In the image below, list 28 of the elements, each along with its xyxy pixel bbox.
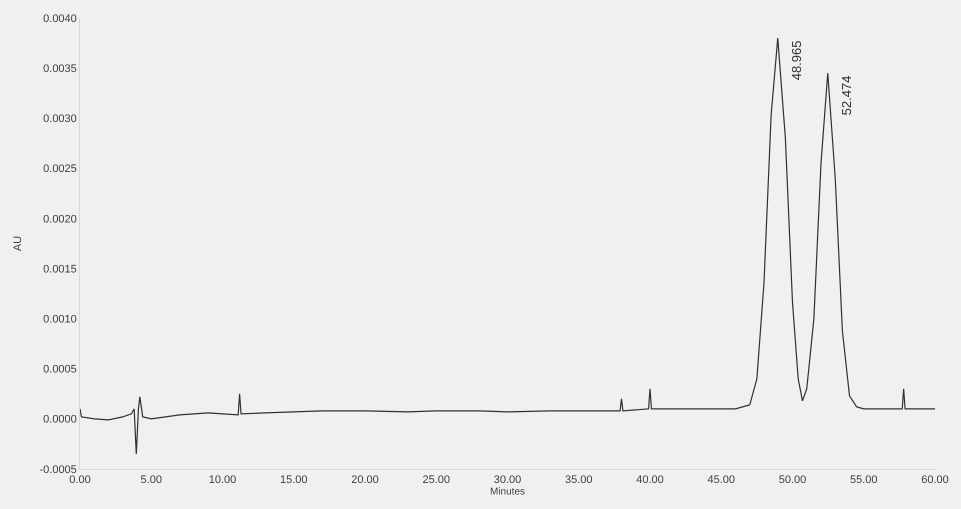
y-tick-label: 0.0000: [43, 414, 77, 426]
annotation: 48.965: [789, 40, 804, 80]
x-tick-label: 10.00: [208, 474, 236, 486]
x-tick-label: 50.00: [778, 474, 806, 486]
y-tick-label: -0.0005: [39, 464, 77, 476]
x-tick-label: 0.00: [69, 474, 91, 486]
x-tick-label: 15.00: [280, 474, 308, 486]
y-tick-label: 0.0035: [43, 62, 77, 75]
y-tick-label: 0.0040: [43, 12, 77, 25]
y-tick-label: 0.0025: [43, 163, 77, 176]
x-tick-label: 30.00: [494, 474, 522, 486]
x-tick-label: 60.00: [921, 474, 949, 486]
y-tick-label: 0.0020: [43, 213, 77, 226]
x-tick-label: 35.00: [564, 474, 593, 486]
y-tick-label: 0.0015: [43, 263, 77, 276]
x-tick-label: 45.00: [707, 474, 736, 486]
y-axis-title: AU: [12, 236, 24, 252]
annotation: 52.474: [839, 76, 854, 116]
x-tick-label: 25.00: [422, 474, 450, 486]
x-tick-label: 5.00: [140, 474, 162, 486]
x-axis-title: Minutes: [490, 486, 526, 498]
x-tick-label: 40.00: [636, 474, 664, 486]
y-tick-label: 0.0005: [43, 364, 77, 376]
y-tick-label: 0.0010: [43, 314, 77, 326]
x-tick-label: 55.00: [850, 474, 878, 486]
line-series: [80, 37, 935, 455]
x-tick-label: 20.00: [351, 474, 379, 486]
y-tick-label: 0.0030: [43, 113, 77, 126]
